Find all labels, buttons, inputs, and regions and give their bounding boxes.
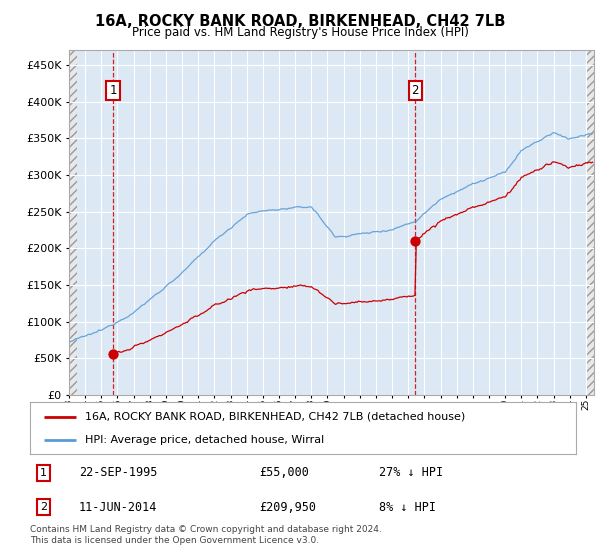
Text: 1: 1	[40, 468, 47, 478]
Bar	[586, 50, 594, 395]
Text: 22-SEP-1995: 22-SEP-1995	[79, 466, 158, 479]
Text: £55,000: £55,000	[259, 466, 309, 479]
Text: 27% ↓ HPI: 27% ↓ HPI	[379, 466, 443, 479]
Text: 8% ↓ HPI: 8% ↓ HPI	[379, 501, 436, 514]
Text: 11-JUN-2014: 11-JUN-2014	[79, 501, 158, 514]
Bar	[69, 50, 77, 395]
Point	[410, 236, 420, 245]
Text: 2: 2	[412, 84, 419, 97]
Text: Contains HM Land Registry data © Crown copyright and database right 2024.
This d: Contains HM Land Registry data © Crown c…	[30, 525, 382, 545]
Text: 16A, ROCKY BANK ROAD, BIRKENHEAD, CH42 7LB (detached house): 16A, ROCKY BANK ROAD, BIRKENHEAD, CH42 7…	[85, 412, 465, 422]
Text: 1: 1	[109, 84, 116, 97]
Text: 2: 2	[40, 502, 47, 512]
Text: HPI: Average price, detached house, Wirral: HPI: Average price, detached house, Wirr…	[85, 435, 324, 445]
Text: Price paid vs. HM Land Registry's House Price Index (HPI): Price paid vs. HM Land Registry's House …	[131, 26, 469, 39]
Text: £209,950: £209,950	[259, 501, 316, 514]
Text: 16A, ROCKY BANK ROAD, BIRKENHEAD, CH42 7LB: 16A, ROCKY BANK ROAD, BIRKENHEAD, CH42 7…	[95, 14, 505, 29]
Point	[108, 350, 118, 359]
